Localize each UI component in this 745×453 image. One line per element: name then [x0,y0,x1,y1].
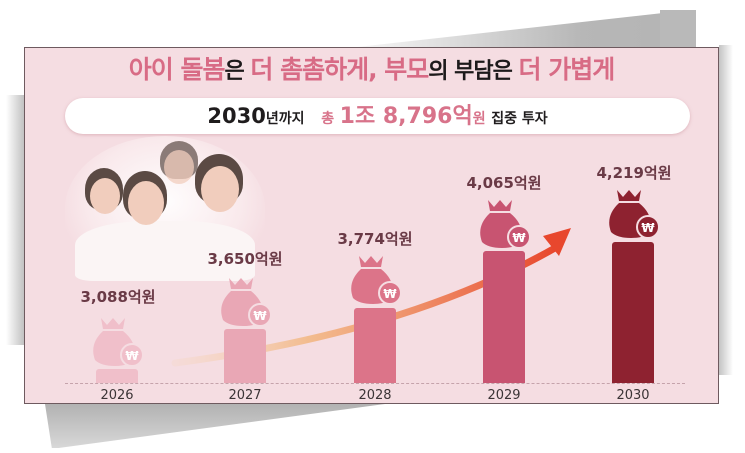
svg-text:₩: ₩ [512,231,526,245]
drop-shadow [6,95,26,345]
bar-2029 [483,251,525,383]
money-bag-icon: ₩ [221,278,271,327]
bar-2028 [354,308,396,383]
bar-value-label: 4,065억원 [466,174,542,192]
bar-value-label: 4,219억원 [596,164,672,182]
headline: 아이 돌봄은 더 촘촘하게, 부모의 부담은 더 가볍게 [25,50,718,86]
banner-total-prefix: 총 [321,111,335,127]
headline-part: 더 촘촘하게, 부모 [250,55,429,84]
money-bag-icon: ₩ [351,256,401,305]
bar-value-label: 3,650억원 [207,250,283,268]
headline-part: 더 가볍게 [518,55,616,84]
bar-value-label: 3,774억원 [337,230,413,248]
money-bag-icon: ₩ [93,318,143,367]
boy-face [164,150,194,184]
child-face [90,178,120,214]
banner-year-suffix: 년까지 [265,111,305,127]
family-photo-shirts [75,221,255,281]
drop-shadow [45,404,385,448]
money-bag-icon: ₩ [480,200,530,249]
bar-2030 [612,242,654,383]
banner-suffix: 집중 투자 [491,111,548,127]
banner-total-amount: 1조 8,796억 [339,104,473,129]
family-photo [65,136,265,281]
svg-text:₩: ₩ [383,287,397,301]
x-tick-label: 2030 [616,388,650,403]
x-tick-label: 2026 [100,388,134,403]
svg-text:₩: ₩ [641,221,655,235]
headline-part: 아이 돌봄 [128,55,226,84]
total-investment-banner: 2030년까지 총 1조 8,796억원 집중 투자 [65,98,690,134]
mother-face [128,181,164,225]
svg-text:₩: ₩ [253,309,267,323]
x-tick-label: 2028 [358,388,392,403]
bar-2026 [96,369,138,383]
drop-shadow [719,45,733,375]
bar-2027 [224,329,266,383]
chart-baseline [65,383,685,384]
money-bag-icon: ₩ [609,190,659,239]
infographic-card: 아이 돌봄은 더 촘촘하게, 부모의 부담은 더 가볍게 2030년까지 총 1… [24,47,719,404]
father-face [201,166,239,212]
bar-value-label: 3,088억원 [80,288,156,306]
banner-total-unit: 원 [472,111,486,127]
banner-year: 2030 [207,104,266,128]
x-tick-label: 2029 [487,388,521,403]
headline-part: 의 부담은 [428,59,519,84]
svg-text:₩: ₩ [125,349,139,363]
headline-part: 은 [224,59,251,84]
x-tick-label: 2027 [228,388,262,403]
drop-shadow [330,10,690,50]
drop-shadow [660,10,696,50]
